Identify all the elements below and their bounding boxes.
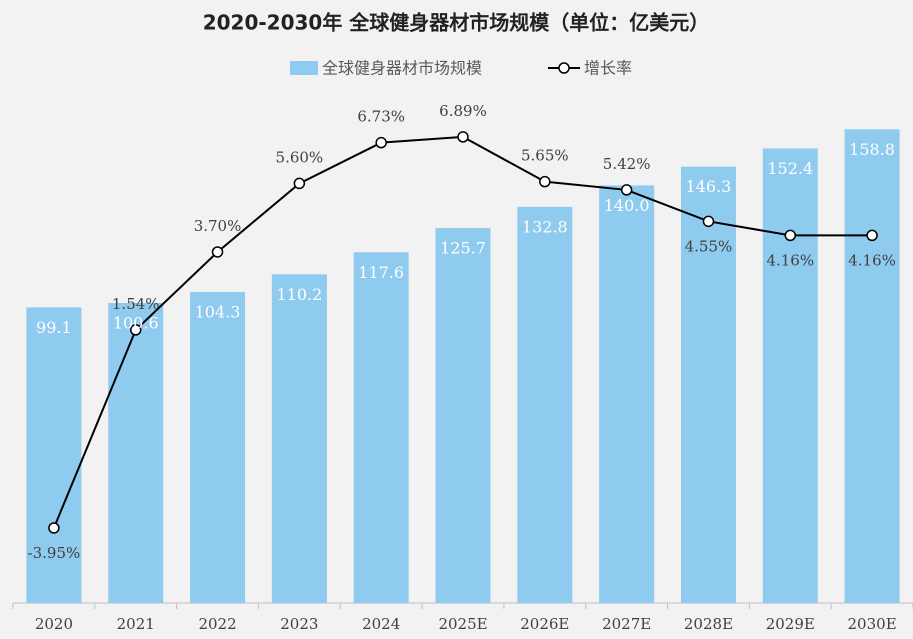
bar	[108, 302, 164, 603]
line-marker	[375, 136, 387, 149]
line-marker	[211, 246, 224, 258]
line-label: 4.16%	[848, 251, 896, 269]
bar-label: 99.1	[36, 318, 72, 337]
line-marker	[129, 324, 142, 336]
bar-label: 117.6	[358, 263, 404, 282]
line-marker	[539, 175, 551, 188]
bar-label: 140.0	[604, 196, 650, 215]
bar-label: 125.7	[440, 239, 486, 258]
bar-label: 158.8	[849, 140, 895, 159]
line-marker	[48, 522, 60, 534]
line-label: -3.95%	[28, 544, 81, 562]
x-tick-label: 2029E	[766, 615, 815, 633]
legend-label: 增长率	[584, 59, 632, 78]
line-marker	[457, 131, 469, 143]
line-marker	[866, 229, 878, 242]
line-label: 1.54%	[112, 295, 160, 313]
line-label: 5.65%	[521, 147, 569, 165]
bar-label: 152.4	[767, 159, 813, 178]
bar-label: 132.8	[522, 217, 568, 236]
line-marker	[293, 177, 306, 190]
line-label: 5.42%	[603, 155, 651, 173]
line-marker	[784, 229, 797, 242]
bar	[435, 228, 491, 603]
x-tick-label: 2025E	[438, 615, 487, 633]
line-label: 4.16%	[766, 251, 814, 269]
line-label: 6.73%	[357, 108, 405, 126]
bar-label: 146.3	[686, 177, 732, 196]
bar	[844, 129, 900, 604]
chart-title: 2020-2030年 全球健身器材市场规模（单位：亿美元）	[203, 11, 710, 35]
bar	[26, 307, 82, 603]
line-marker	[702, 215, 715, 228]
bar	[190, 291, 246, 603]
x-tick-label: 2030E	[848, 615, 897, 633]
legend-label: 全球健身器材市场规模	[322, 59, 482, 78]
x-tick-label: 2021	[117, 615, 155, 633]
x-tick-label: 2023	[280, 615, 318, 633]
line-label: 6.89%	[439, 102, 487, 120]
bar	[762, 148, 818, 604]
bar	[599, 185, 655, 603]
x-tick-label: 2028E	[684, 615, 733, 633]
line-marker	[620, 184, 633, 196]
x-tick-label: 2027E	[602, 615, 651, 633]
bar-label: 104.3	[195, 302, 241, 321]
line-label: 4.55%	[685, 237, 733, 255]
line-label: 3.70%	[194, 217, 242, 235]
x-tick-label: 2024	[362, 615, 400, 633]
bar-label: 110.2	[276, 285, 322, 304]
x-tick-label: 2022	[198, 615, 236, 633]
bar	[271, 274, 327, 603]
line-label: 5.60%	[276, 148, 324, 166]
bar	[680, 166, 736, 604]
bar	[353, 252, 409, 603]
legend-swatch	[290, 61, 318, 75]
bar	[517, 206, 573, 604]
legend: 全球健身器材市场规模 增长率	[290, 59, 632, 78]
x-tick-label: 2026E	[520, 615, 569, 633]
x-tick-label: 2020	[35, 615, 73, 633]
legend-marker	[558, 62, 570, 74]
bar-label: 100.6	[113, 313, 159, 332]
